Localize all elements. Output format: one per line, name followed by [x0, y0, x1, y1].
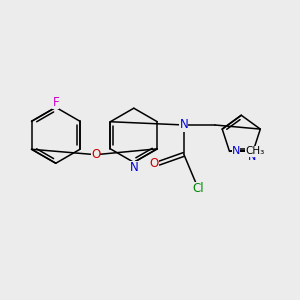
Text: N: N [248, 152, 256, 162]
Text: CH₃: CH₃ [245, 146, 264, 157]
Text: Cl: Cl [193, 182, 204, 195]
Text: N: N [179, 118, 188, 131]
Text: O: O [150, 157, 159, 170]
Text: F: F [52, 95, 59, 109]
Text: N: N [232, 146, 240, 157]
Text: O: O [91, 148, 100, 161]
Text: N: N [129, 161, 138, 174]
